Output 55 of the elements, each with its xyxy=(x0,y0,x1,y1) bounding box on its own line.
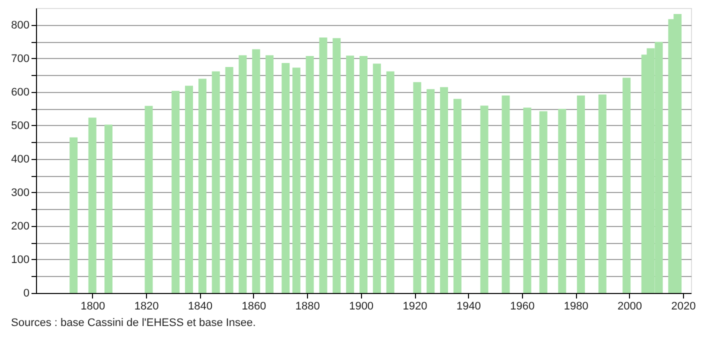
bar xyxy=(144,106,153,293)
bar xyxy=(238,55,247,293)
bar xyxy=(453,98,462,293)
bar xyxy=(360,56,368,293)
bar xyxy=(88,118,96,293)
bar xyxy=(282,62,290,293)
y-tick-label: 100 xyxy=(11,254,30,266)
bar xyxy=(480,106,488,293)
x-tick-label: 1980 xyxy=(564,300,588,312)
bar xyxy=(502,96,510,293)
x-tick-label: 1920 xyxy=(402,300,428,312)
x-tick-label: 1900 xyxy=(349,300,374,312)
x-tick-label: 1800 xyxy=(80,300,106,312)
bar xyxy=(346,56,354,293)
source-note: Sources : base Cassini de l'EHESS et base Insee. xyxy=(11,317,256,329)
bar xyxy=(523,108,532,293)
bar xyxy=(386,71,394,293)
bar xyxy=(266,55,274,293)
bar xyxy=(172,90,180,293)
bar xyxy=(440,87,448,293)
bar xyxy=(598,94,606,293)
bar xyxy=(558,108,566,293)
x-tick-label: 1960 xyxy=(510,300,535,312)
y-tick-label: 600 xyxy=(11,86,30,98)
x-tick-label: 1880 xyxy=(295,300,320,312)
bar xyxy=(332,38,341,293)
bar xyxy=(70,137,78,293)
y-tick-label: 0 xyxy=(23,288,30,300)
bar xyxy=(622,78,631,293)
bar xyxy=(319,38,328,293)
y-tick-label: 300 xyxy=(11,186,30,199)
bar xyxy=(225,67,234,293)
bar xyxy=(426,89,435,293)
x-tick-label: 1820 xyxy=(134,300,159,312)
bar xyxy=(185,86,194,293)
bar xyxy=(372,64,381,293)
bar xyxy=(576,96,585,293)
y-tick-label: 500 xyxy=(11,120,30,132)
bar xyxy=(198,78,206,293)
x-tick-label: 1840 xyxy=(188,300,212,312)
bar xyxy=(292,68,300,293)
x-tick-label: 2020 xyxy=(671,300,696,312)
bar xyxy=(413,82,422,293)
x-tick-label: 1940 xyxy=(456,300,481,312)
bar xyxy=(252,49,260,293)
bar xyxy=(306,56,314,293)
bar xyxy=(104,124,112,293)
y-tick-label: 800 xyxy=(11,19,30,32)
y-tick-label: 200 xyxy=(11,220,30,232)
y-tick-label: 700 xyxy=(11,52,30,65)
bar xyxy=(539,111,548,293)
y-tick-label: 400 xyxy=(11,153,30,166)
x-tick-label: 1860 xyxy=(242,300,266,312)
bar xyxy=(212,71,220,293)
x-tick-label: 2000 xyxy=(618,300,642,312)
